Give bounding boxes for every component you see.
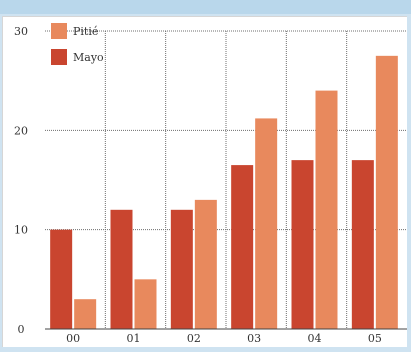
bar-pitie-05: [375, 55, 398, 329]
bar-pitie-03: [255, 118, 278, 329]
window-top-strip: [0, 0, 411, 14]
bar-pitie-01: [134, 279, 157, 329]
bar-mayo-00: [50, 229, 73, 329]
axis-layer: 0 10 20 30 00 01 02 03 04 05: [14, 25, 407, 345]
chart-panel: 0 10 20 30 00 01 02 03 04 05 Pitié Mayo: [2, 16, 407, 347]
y-tick-label: 30: [14, 25, 28, 38]
legend-swatch-mayo: [51, 49, 67, 65]
legend: Pitié Mayo: [51, 23, 104, 65]
y-tick-label: 0: [18, 323, 25, 336]
x-tick-label: 03: [247, 332, 261, 345]
bar-mayo-04: [291, 160, 314, 329]
bar-layer: [50, 55, 398, 329]
legend-swatch-pitie: [51, 23, 67, 39]
x-tick-label: 02: [187, 332, 201, 345]
x-tick-label: 04: [308, 332, 322, 345]
bar-pitie-02: [194, 199, 217, 329]
legend-label-mayo: Mayo: [73, 51, 104, 64]
x-tick-label: 01: [127, 332, 141, 345]
legend-label-pitie: Pitié: [73, 25, 98, 38]
bar-mayo-02: [170, 209, 193, 329]
bar-chart: 0 10 20 30 00 01 02 03 04 05 Pitié Mayo: [14, 23, 407, 345]
grid-layer: [45, 30, 407, 329]
x-tick-label: 05: [368, 332, 382, 345]
bar-pitie-04: [315, 90, 338, 329]
y-tick-label: 10: [14, 224, 28, 237]
bar-mayo-05: [351, 160, 374, 329]
x-tick-label: 00: [66, 332, 80, 345]
bar-mayo-01: [110, 209, 133, 329]
y-tick-label: 20: [14, 124, 28, 137]
bar-mayo-03: [231, 165, 254, 329]
bar-pitie-00: [74, 299, 97, 329]
